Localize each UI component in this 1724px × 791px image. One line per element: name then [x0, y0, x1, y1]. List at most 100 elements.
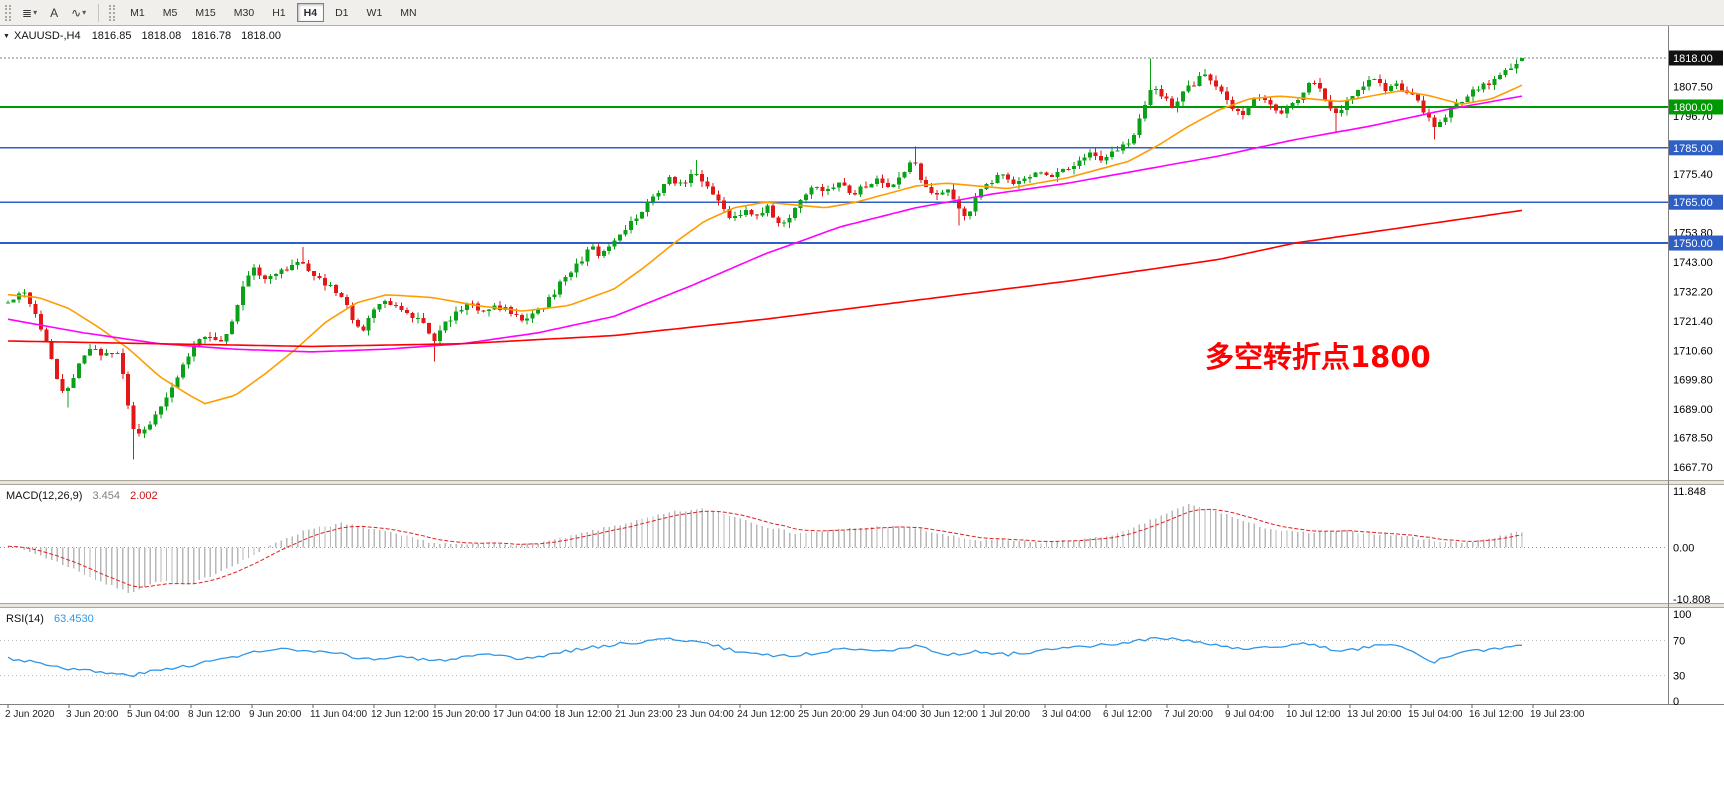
macd-value-main: 3.454: [92, 490, 120, 502]
chart-title-symbol: XAUUSD-,H4: [14, 30, 81, 42]
time-label: 10 Jul 12:00: [1286, 709, 1341, 720]
ma-line-fast: [7, 84, 1523, 405]
price-badge-text: 1750.00: [1673, 238, 1713, 250]
price-badge-text: 1818.00: [1673, 53, 1713, 65]
chart-list-icon-glyph: ≣: [22, 5, 33, 20]
time-label: 23 Jun 04:00: [676, 709, 734, 720]
rsi-axis-label: 100: [1673, 609, 1691, 621]
price-badge-1800.00: [1669, 99, 1723, 115]
ohlc-close: 1818.00: [241, 30, 281, 42]
macd-signal-line: [7, 508, 1523, 588]
price-axis-label: 1699.80: [1673, 375, 1713, 387]
rsi-axis-label: 0: [1673, 696, 1679, 708]
time-label: 13 Jul 20:00: [1347, 709, 1402, 720]
time-label: 17 Jun 04:00: [493, 709, 551, 720]
price-axis-label: 1775.40: [1673, 169, 1713, 181]
timeframe-M5[interactable]: M5: [162, 6, 178, 19]
time-label: 29 Jun 04:00: [859, 709, 917, 720]
ohlc-low: 1816.78: [191, 30, 231, 42]
rsi-pane[interactable]: [0, 608, 1668, 704]
pane-splitter[interactable]: [0, 480, 1724, 485]
time-label: 18 Jun 12:00: [554, 709, 612, 720]
time-label: 24 Jun 12:00: [737, 709, 795, 720]
line-studies-icon-glyph: ∿: [71, 5, 82, 20]
chart-list-icon[interactable]: ≣ ▾: [18, 3, 41, 23]
timeframe-MN[interactable]: MN: [400, 6, 417, 19]
price-badge-1750.00: [1669, 235, 1723, 251]
time-label: 2 Jun 2020: [5, 709, 55, 720]
macd-value-signal: 2.002: [130, 490, 158, 502]
time-label: 12 Jun 12:00: [371, 709, 429, 720]
price-axis-label: 1807.50: [1673, 82, 1713, 94]
symbol-dropdown-icon[interactable]: ▼: [3, 33, 10, 40]
chart-title: XAUUSD-,H4 1816.85 1818.08 1816.78 1818.…: [14, 30, 281, 42]
toolbar-grip[interactable]: [109, 4, 116, 21]
text-label-tool-icon-glyph: A: [50, 5, 59, 20]
rsi-axis-label: 70: [1673, 635, 1685, 647]
time-label: 8 Jun 12:00: [188, 709, 241, 720]
macd-axis-label: -10.808: [1673, 594, 1710, 606]
price-axis-label: 1667.70: [1673, 462, 1713, 474]
macd-histogram: [7, 504, 1523, 594]
time-scale[interactable]: [0, 704, 1724, 726]
time-label: 16 Jul 12:00: [1469, 709, 1524, 720]
macd-label: MACD(12,26,9) 3.454 2.002: [6, 490, 158, 502]
price-badge-text: 1785.00: [1673, 143, 1713, 155]
timeframe-M1[interactable]: M1: [130, 6, 145, 19]
candlestick-series: [6, 57, 1524, 460]
macd-pane[interactable]: [0, 485, 1668, 603]
rsi-label: RSI(14) 63.4530: [6, 613, 94, 625]
time-label: 25 Jun 20:00: [798, 709, 856, 720]
rsi-name: RSI(14): [6, 613, 44, 625]
macd-name: MACD(12,26,9): [6, 490, 82, 502]
timeframe-H1[interactable]: H1: [272, 6, 286, 19]
price-badge-text: 1800.00: [1673, 102, 1713, 114]
rsi-axis-label: 30: [1673, 671, 1685, 683]
price-badge-text: 1765.00: [1673, 197, 1713, 209]
price-axis-label: 1732.20: [1673, 286, 1713, 298]
toolbar-grip[interactable]: [5, 4, 11, 21]
time-label: 7 Jul 20:00: [1164, 709, 1213, 720]
macd-axis-label: 11.848: [1673, 486, 1706, 498]
time-label: 3 Jul 04:00: [1042, 709, 1091, 720]
ma-line-slow: [7, 209, 1523, 348]
caret-down-icon: ▾: [82, 8, 87, 17]
rsi-line: [7, 636, 1522, 678]
main-chart-area[interactable]: [0, 26, 1668, 480]
chart-annotation-text: 多空转折点1800: [1205, 340, 1431, 374]
chart-window[interactable]: 1807.501796.701775.401753.801743.001732.…: [0, 26, 1724, 791]
time-label: 1 Jul 20:00: [981, 709, 1030, 720]
price-scale[interactable]: [1668, 26, 1724, 704]
time-label: 21 Jun 23:00: [615, 709, 673, 720]
price-axis-label: 1743.00: [1673, 257, 1713, 269]
timeframe-M30[interactable]: M30: [233, 6, 255, 19]
time-label: 5 Jun 04:00: [127, 709, 180, 720]
ohlc-high: 1818.08: [142, 30, 182, 42]
time-label: 6 Jul 12:00: [1103, 709, 1152, 720]
price-badge-1765.00: [1669, 194, 1723, 210]
timeframe-D1[interactable]: D1: [335, 6, 349, 19]
price-axis-label: 1678.50: [1673, 433, 1713, 445]
timeframe-M15[interactable]: M15: [195, 6, 216, 19]
toolbar: ≣ ▾ A ∿ ▾ M1 M5 M15 M30 H1 H4 D1 W1 MN: [0, 0, 1724, 26]
ma-line-mid: [7, 95, 1523, 353]
time-label: 9 Jul 04:00: [1225, 709, 1274, 720]
text-label-tool-icon[interactable]: A: [43, 3, 65, 23]
time-label: 15 Jul 04:00: [1408, 709, 1463, 720]
price-axis-label: 1689.00: [1673, 404, 1713, 416]
time-label: 11 Jun 04:00: [310, 709, 368, 720]
macd-axis-label: 0.00: [1673, 543, 1694, 555]
pane-splitter[interactable]: [0, 603, 1724, 608]
time-label: 9 Jun 20:00: [249, 709, 302, 720]
time-label: 3 Jun 20:00: [66, 709, 119, 720]
price-axis-label: 1710.60: [1673, 345, 1713, 357]
line-studies-icon[interactable]: ∿ ▾: [67, 3, 90, 23]
caret-down-icon: ▾: [33, 8, 38, 17]
time-label: 30 Jun 12:00: [920, 709, 978, 720]
rsi-value: 63.4530: [54, 613, 94, 625]
timeframe-H4[interactable]: H4: [296, 3, 325, 22]
timeframe-W1[interactable]: W1: [366, 6, 383, 19]
time-label: 15 Jun 20:00: [432, 709, 490, 720]
time-label: 19 Jul 23:00: [1530, 709, 1585, 720]
price-axis-label: 1721.40: [1673, 316, 1713, 328]
